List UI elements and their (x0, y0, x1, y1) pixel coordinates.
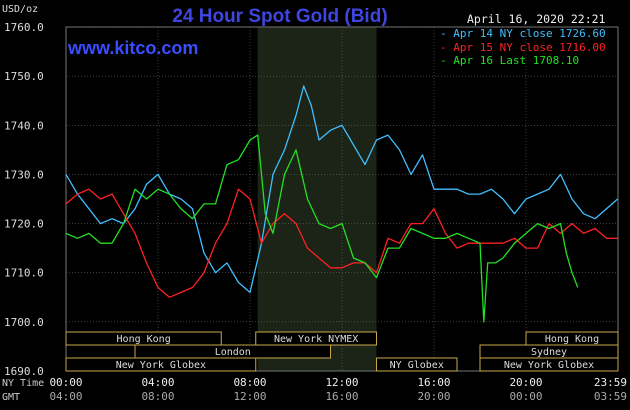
series-line-0 (65, 85, 619, 294)
legend-swatch: - (440, 54, 454, 67)
session-label: Hong Kong (117, 334, 171, 345)
brand-link[interactable]: www.kitco.com (68, 38, 199, 58)
legend-label: Apr 15 NY close 1716.00 (453, 40, 606, 54)
x-tick-label-gmt: 04:00 (49, 390, 82, 403)
y-tick-label: 1750.0 (4, 70, 44, 83)
x-tick-label-gmt: 00:00 (509, 390, 542, 403)
x-tick-label: 23:59 (594, 376, 627, 389)
session-label: London (215, 347, 251, 358)
ny-time-label: NY Time (2, 378, 45, 389)
session-box (376, 357, 458, 372)
x-tick-label: 00:00 (49, 376, 82, 389)
x-tick-label-gmt: 08:00 (141, 390, 174, 403)
session-label: New York Globex (116, 360, 206, 371)
legend-label: Apr 16 Last 1708.10 (453, 54, 580, 67)
session-label: New York Globex (504, 360, 594, 371)
y-axis-units-label: USD/oz (2, 4, 39, 15)
x-tick-label: 08:00 (233, 376, 266, 389)
session-label: Sydney (531, 347, 567, 358)
chart-date: April 16, 2020 22:21 (467, 12, 606, 26)
y-tick-label: 1740.0 (4, 119, 44, 132)
session-label: New York NYMEX (274, 334, 358, 345)
nymex-highlight-band (257, 27, 377, 371)
x-tick-label: 12:00 (325, 376, 358, 389)
session-box (65, 357, 257, 372)
session-label: Hong Kong (545, 334, 599, 345)
y-tick-label: 1730.0 (4, 168, 44, 181)
gmt-label: GMT (2, 392, 21, 403)
legend-item-apr16: - Apr 16 Last 1708.10 (440, 54, 606, 68)
session-label: NY Globex (390, 360, 444, 371)
legend-item-apr15: - Apr 15 NY close 1716.00 (440, 41, 606, 55)
session-box (479, 357, 619, 372)
y-tick-label: 1710.0 (4, 267, 44, 280)
x-tick-label-gmt: 12:00 (233, 390, 266, 403)
session-box (255, 331, 377, 346)
legend: - Apr 14 NY close 1726.60 - Apr 15 NY cl… (440, 27, 606, 68)
series-line-1 (65, 188, 618, 298)
legend-item-apr14: - Apr 14 NY close 1726.60 (440, 27, 606, 41)
x-tick-label: 16:00 (417, 376, 450, 389)
x-tick-label-gmt: 03:59 (594, 390, 627, 403)
x-tick-label-gmt: 20:00 (417, 390, 450, 403)
y-tick-label: 1700.0 (4, 316, 44, 329)
y-tick-label: 1720.0 (4, 218, 44, 231)
legend-swatch: - (440, 40, 454, 54)
x-tick-label: 04:00 (141, 376, 174, 389)
y-tick-label: 1760.0 (4, 21, 44, 34)
x-tick-label: 20:00 (509, 376, 542, 389)
legend-label: Apr 14 NY close 1726.60 (453, 27, 606, 40)
y-tick-label: 1690.0 (4, 365, 44, 378)
series-line-2 (65, 134, 579, 323)
legend-swatch: - (440, 27, 454, 40)
x-tick-label-gmt: 16:00 (325, 390, 358, 403)
